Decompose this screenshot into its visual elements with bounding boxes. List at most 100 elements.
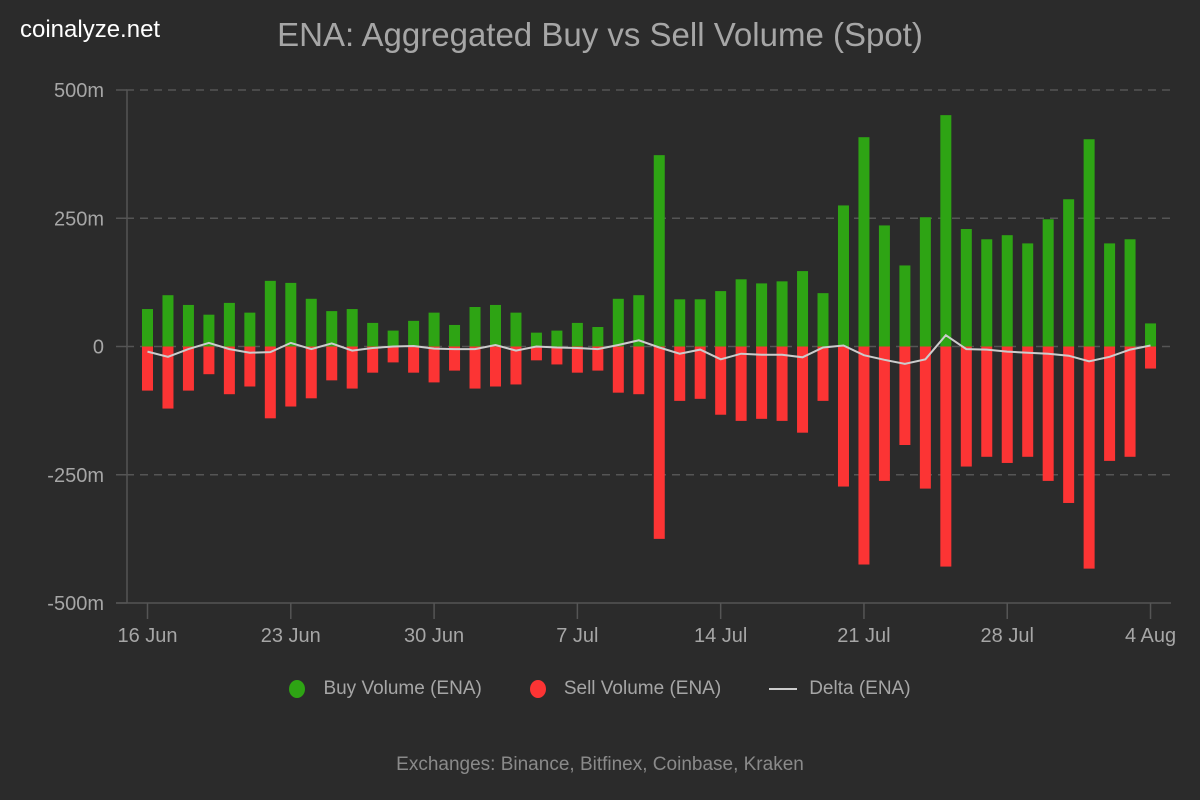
sell-bar [489,346,501,387]
buy-bar [408,320,420,347]
axis-labels: 500m 250m 0 -250m -500m 16 Jun 23 Jun 30 Jun 7 J… [47,80,1176,647]
buy-bar [203,314,215,347]
sell-bar [1042,346,1054,481]
sell-bar [510,346,522,385]
sell-bar [817,346,829,401]
buy-bar [510,312,522,347]
buy-bar [633,295,645,347]
buy-bar [715,291,727,347]
x-tick-label: 28 Jul [981,625,1034,647]
sell-bar [633,346,645,395]
buy-dot-icon [289,680,306,698]
buy-bar [530,332,542,347]
buy-bar [1001,235,1013,347]
buy-bar [367,322,379,347]
sell-bar [305,346,317,399]
buy-bar [1063,199,1075,347]
delta-line-icon [769,688,798,690]
buy-bar [653,155,665,347]
buy-bar [756,283,768,347]
buy-bar [612,298,624,347]
buy-bar [919,217,931,347]
sell-bar [776,346,788,421]
buy-bar [162,295,174,347]
sell-bar [940,346,952,567]
buy-bar [797,271,809,347]
sell-bar [858,346,870,565]
sell-bar [223,346,235,395]
legend-item-delta[interactable]: Delta (ENA) [769,678,911,700]
bars [142,115,1157,569]
buy-bar [244,312,256,347]
delta-line [147,333,1151,365]
buy-bar [981,239,993,347]
buy-bar [1124,239,1136,347]
x-tick-label: 16 Jun [117,625,177,647]
sell-bar [653,346,665,539]
sell-bar [162,346,174,409]
sell-bar [264,346,276,419]
buy-bar [551,330,563,347]
sell-bar [756,346,768,419]
delta-line-group [147,333,1151,365]
sell-bar [182,346,194,391]
chart-title-text: ENA: Aggregated Buy vs Sell Volume (Spot… [277,16,923,53]
brand-logo[interactable]: coinalyze.net [20,16,161,43]
sell-bar [612,346,624,393]
sell-bar [530,346,542,361]
buy-bar [142,309,153,347]
sell-bar [1001,346,1013,463]
buy-bar [592,327,604,347]
sell-bar [285,346,297,407]
x-tick-label: 23 Jun [261,625,321,647]
sell-bar [837,346,849,487]
buy-bar [837,205,849,347]
buy-bar [674,299,686,347]
sell-bar [674,346,686,401]
sell-bar [1022,346,1034,457]
legend: Buy Volume (ENA) Sell Volume (ENA) Delta… [0,678,1200,700]
exchanges-footer: Exchanges: Binance, Bitfinex, Coinbase, … [396,754,804,775]
sell-bar [367,346,379,373]
buy-bar [285,282,297,347]
buy-bar [1145,323,1157,347]
buy-bar [1083,139,1095,347]
buy-bar [817,293,829,347]
x-tick-label: 14 Jul [694,625,747,647]
buy-bar [223,302,235,347]
buy-bar [735,279,747,347]
legend-label-buy: Buy Volume (ENA) [323,678,482,699]
sell-bar [694,346,706,399]
sell-bar [960,346,972,467]
legend-item-buy[interactable]: Buy Volume (ENA) [289,678,482,700]
sell-bar [592,346,604,371]
buy-bar [326,311,338,347]
x-tick-label: 21 Jul [837,625,890,647]
sell-bar [203,346,215,375]
buy-bar [858,137,870,347]
sell-bar [1063,346,1075,503]
buy-bar [960,229,972,347]
sell-dot-icon [529,680,546,698]
buy-bar [878,225,890,347]
y-tick-label: 500m [54,80,104,102]
buy-bar [571,322,583,347]
sell-bar [326,346,338,381]
sell-bar [449,346,461,371]
buy-bar [1104,243,1116,347]
buy-bar [1042,219,1054,347]
buy-bar [940,115,952,347]
sell-bar [1083,346,1095,569]
legend-item-sell[interactable]: Sell Volume (ENA) [529,678,721,700]
y-tick-label: -500m [47,593,104,615]
sell-bar [1145,346,1157,369]
legend-label-delta: Delta (ENA) [809,678,911,699]
sell-bar [797,346,809,433]
x-tick-label: 7 Jul [556,625,598,647]
buy-bar [469,306,481,347]
sell-bar [408,346,420,373]
sell-bar [1104,346,1116,461]
sell-bar [981,346,993,457]
sell-bar [428,346,440,383]
sell-bar [142,346,153,391]
